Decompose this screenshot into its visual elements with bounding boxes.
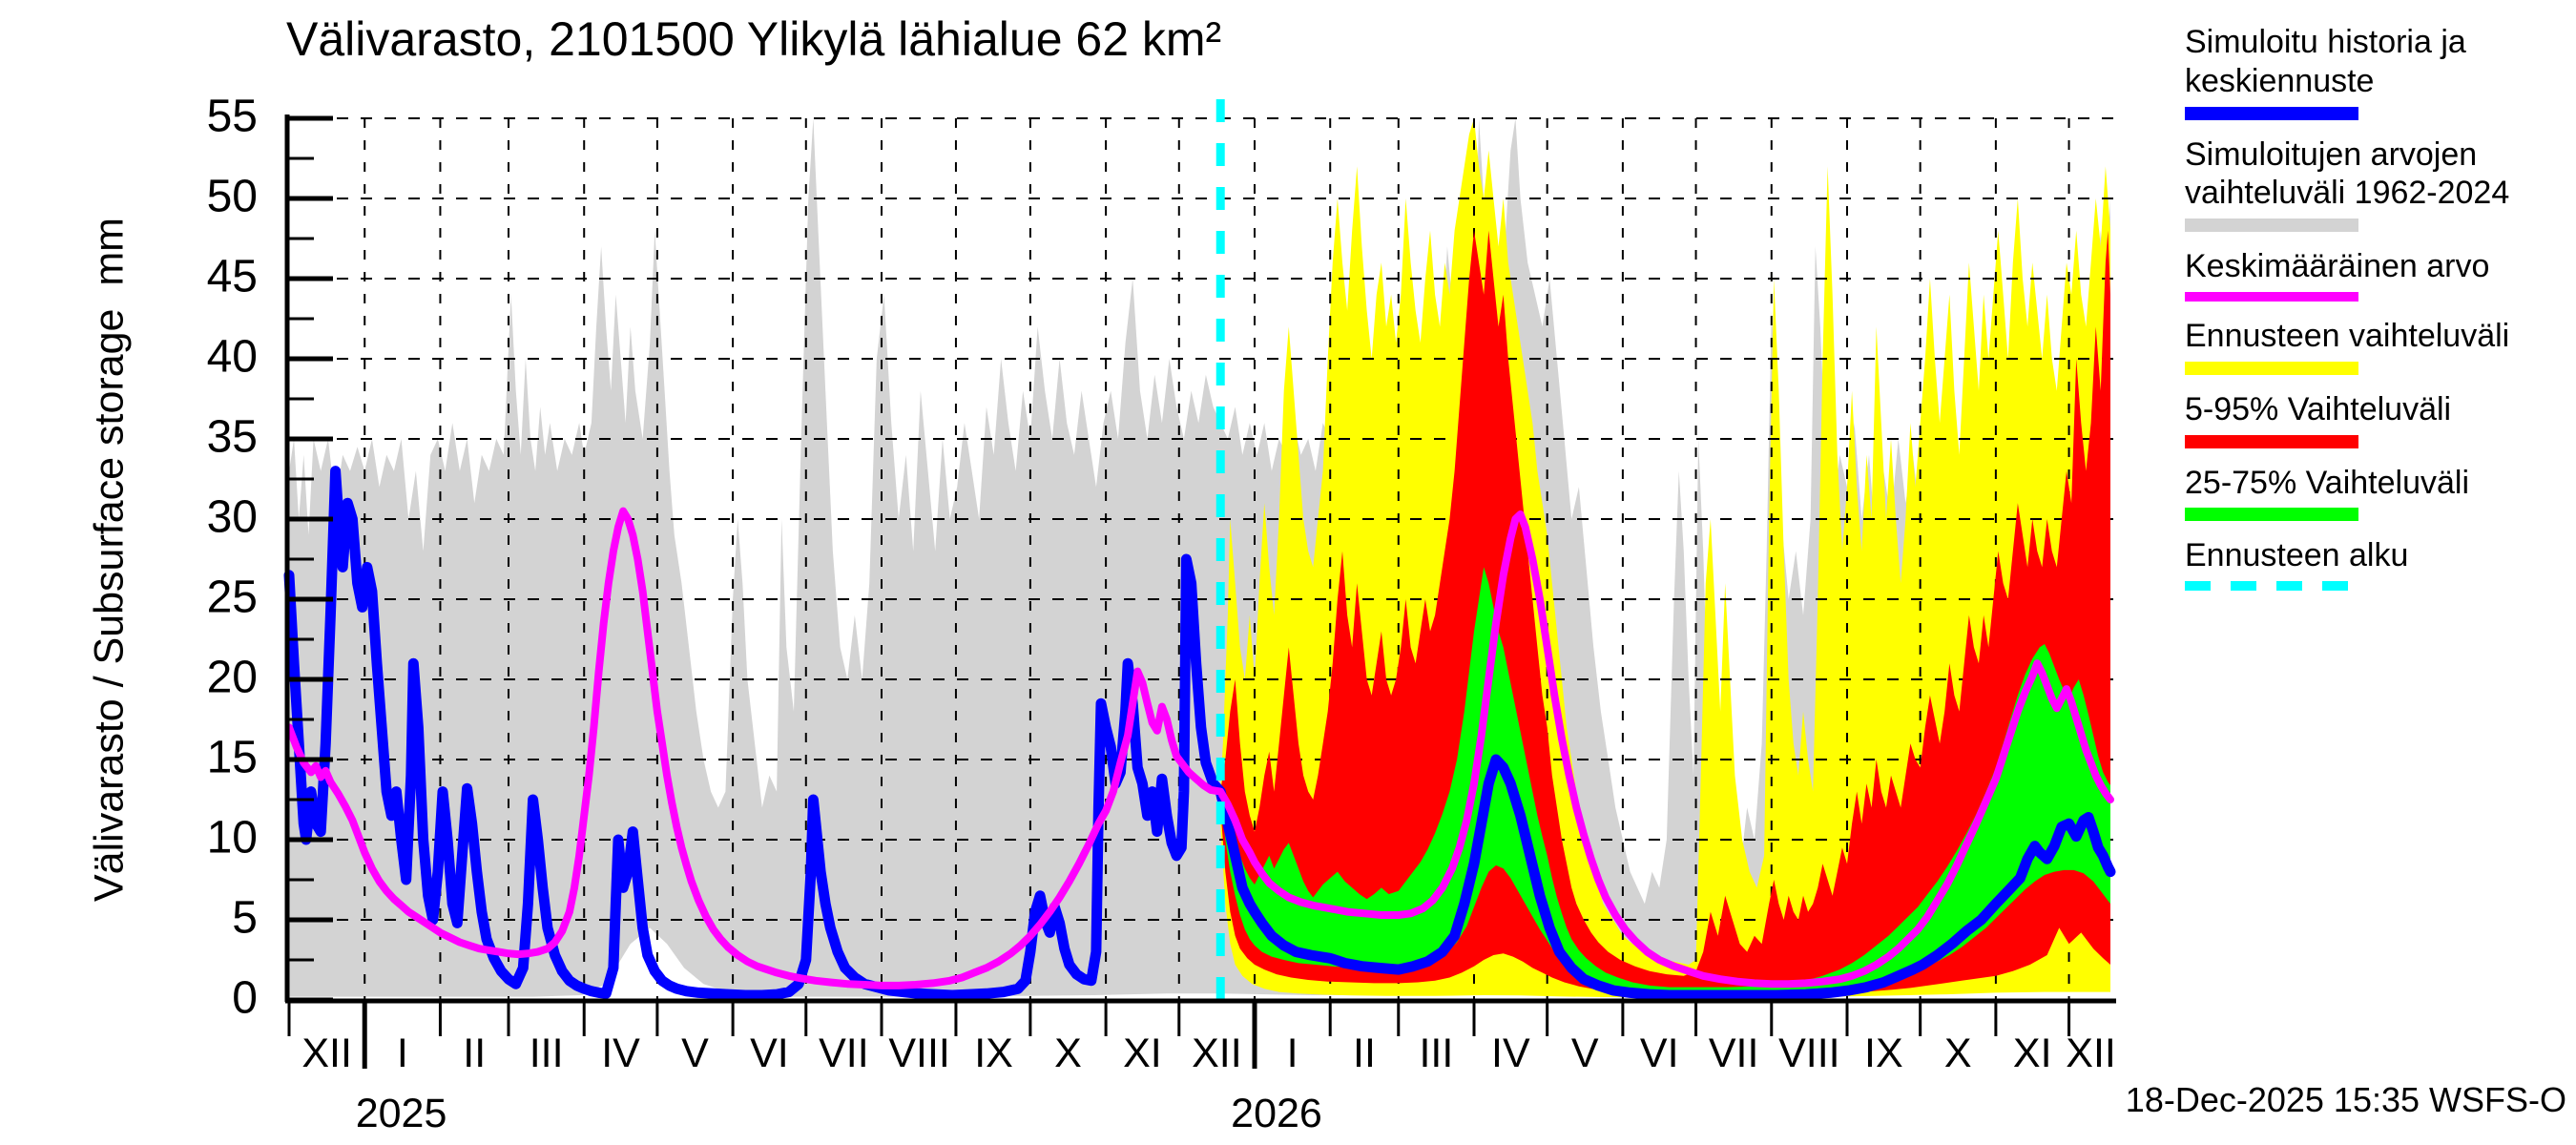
y-tick-label: 50 [206,171,258,222]
legend-label: Simuloitujen arvojen vaihteluväli 1962-2… [2185,135,2510,212]
x-month-label: XII [1192,1030,1242,1076]
band-ff0000 [1220,230,2110,996]
legend-entry: 5-95% Vaihteluväli [2185,390,2576,448]
y-tick-label: 15 [206,732,258,783]
x-month-label: VI [1639,1030,1679,1076]
x-month-label: III [1419,1030,1454,1076]
legend-label: Keskimääräinen arvo [2185,248,2490,285]
x-month-label: III [529,1030,564,1076]
y-tick-label: 40 [206,331,258,383]
y-tick-label: 0 [232,972,258,1024]
legend-label: Ennusteen vaihteluväli [2185,317,2510,354]
x-month-label: XII [301,1030,352,1076]
x-month-label: X [1943,1030,1972,1076]
x-month-label: IX [1864,1030,1903,1076]
x-month-label: XII [2066,1030,2116,1076]
y-tick-label: 35 [206,411,258,463]
legend-swatch [2185,434,2358,448]
x-year-label: 2025 [355,1091,447,1136]
x-month-label: VII [1708,1030,1759,1076]
legend-entry: Ennusteen alku [2185,536,2576,592]
legend-entry: 25-75% Vaihteluväli [2185,464,2576,522]
band-d3d3d3 [289,118,2110,997]
legend-entry: Simuloitujen arvojen vaihteluväli 1962-2… [2185,135,2576,233]
legend-label: Simuloitu historia ja keskiennuste [2185,24,2466,99]
x-month-label: I [1286,1030,1298,1076]
x-month-label: X [1054,1030,1082,1076]
legend-swatch [2185,581,2358,592]
y-tick-label: 5 [232,892,258,944]
x-month-label: II [463,1030,487,1076]
y-tick-label: 20 [206,652,258,703]
x-month-label: IV [1491,1030,1530,1076]
legend-swatch [2185,106,2358,120]
chart-title: Välivarasto, 2101500 Ylikylä lähialue 62… [286,12,1222,66]
legend-label: 5-95% Vaihteluväli [2185,390,2452,427]
x-month-label: XI [2012,1030,2052,1076]
legend-label: 25-75% Vaihteluväli [2185,464,2469,501]
x-month-label: VII [819,1030,869,1076]
x-month-label: II [1353,1030,1376,1076]
legend-entry: Simuloitu historia ja keskiennuste [2185,23,2576,120]
y-tick-label: 10 [206,812,258,864]
x-month-label: VI [750,1030,789,1076]
x-month-label: VIII [888,1030,950,1076]
legend-swatch [2185,219,2358,233]
x-month-label: V [681,1030,709,1076]
legend-swatch [2185,508,2358,522]
legend-entry: Keskimääräinen arvo [2185,247,2576,302]
x-month-label: XI [1123,1030,1162,1076]
legend-swatch [2185,291,2358,302]
x-month-label: V [1570,1030,1599,1076]
x-month-label: IV [601,1030,640,1076]
legend: Simuloitu historia ja keskiennuste Simulo… [2185,23,2576,606]
x-month-label: VIII [1778,1030,1840,1076]
x-month-label: I [396,1030,408,1076]
y-tick-label: 25 [206,572,258,623]
timestamp: 18-Dec-2025 15:35 WSFS-O [2125,1080,2566,1119]
legend-label: Ennusteen alku [2185,537,2409,574]
line-0000ff [283,466,2116,1001]
legend-swatch [2185,361,2358,375]
y-tick-label: 55 [206,91,258,142]
line-ff00ff [285,507,2114,989]
y-tick-label: 45 [206,251,258,302]
y-tick-label: 30 [206,491,258,543]
x-year-label: 2026 [1231,1091,1322,1136]
legend-entry: Ennusteen vaihteluväli [2185,317,2576,375]
x-month-label: IX [974,1030,1013,1076]
